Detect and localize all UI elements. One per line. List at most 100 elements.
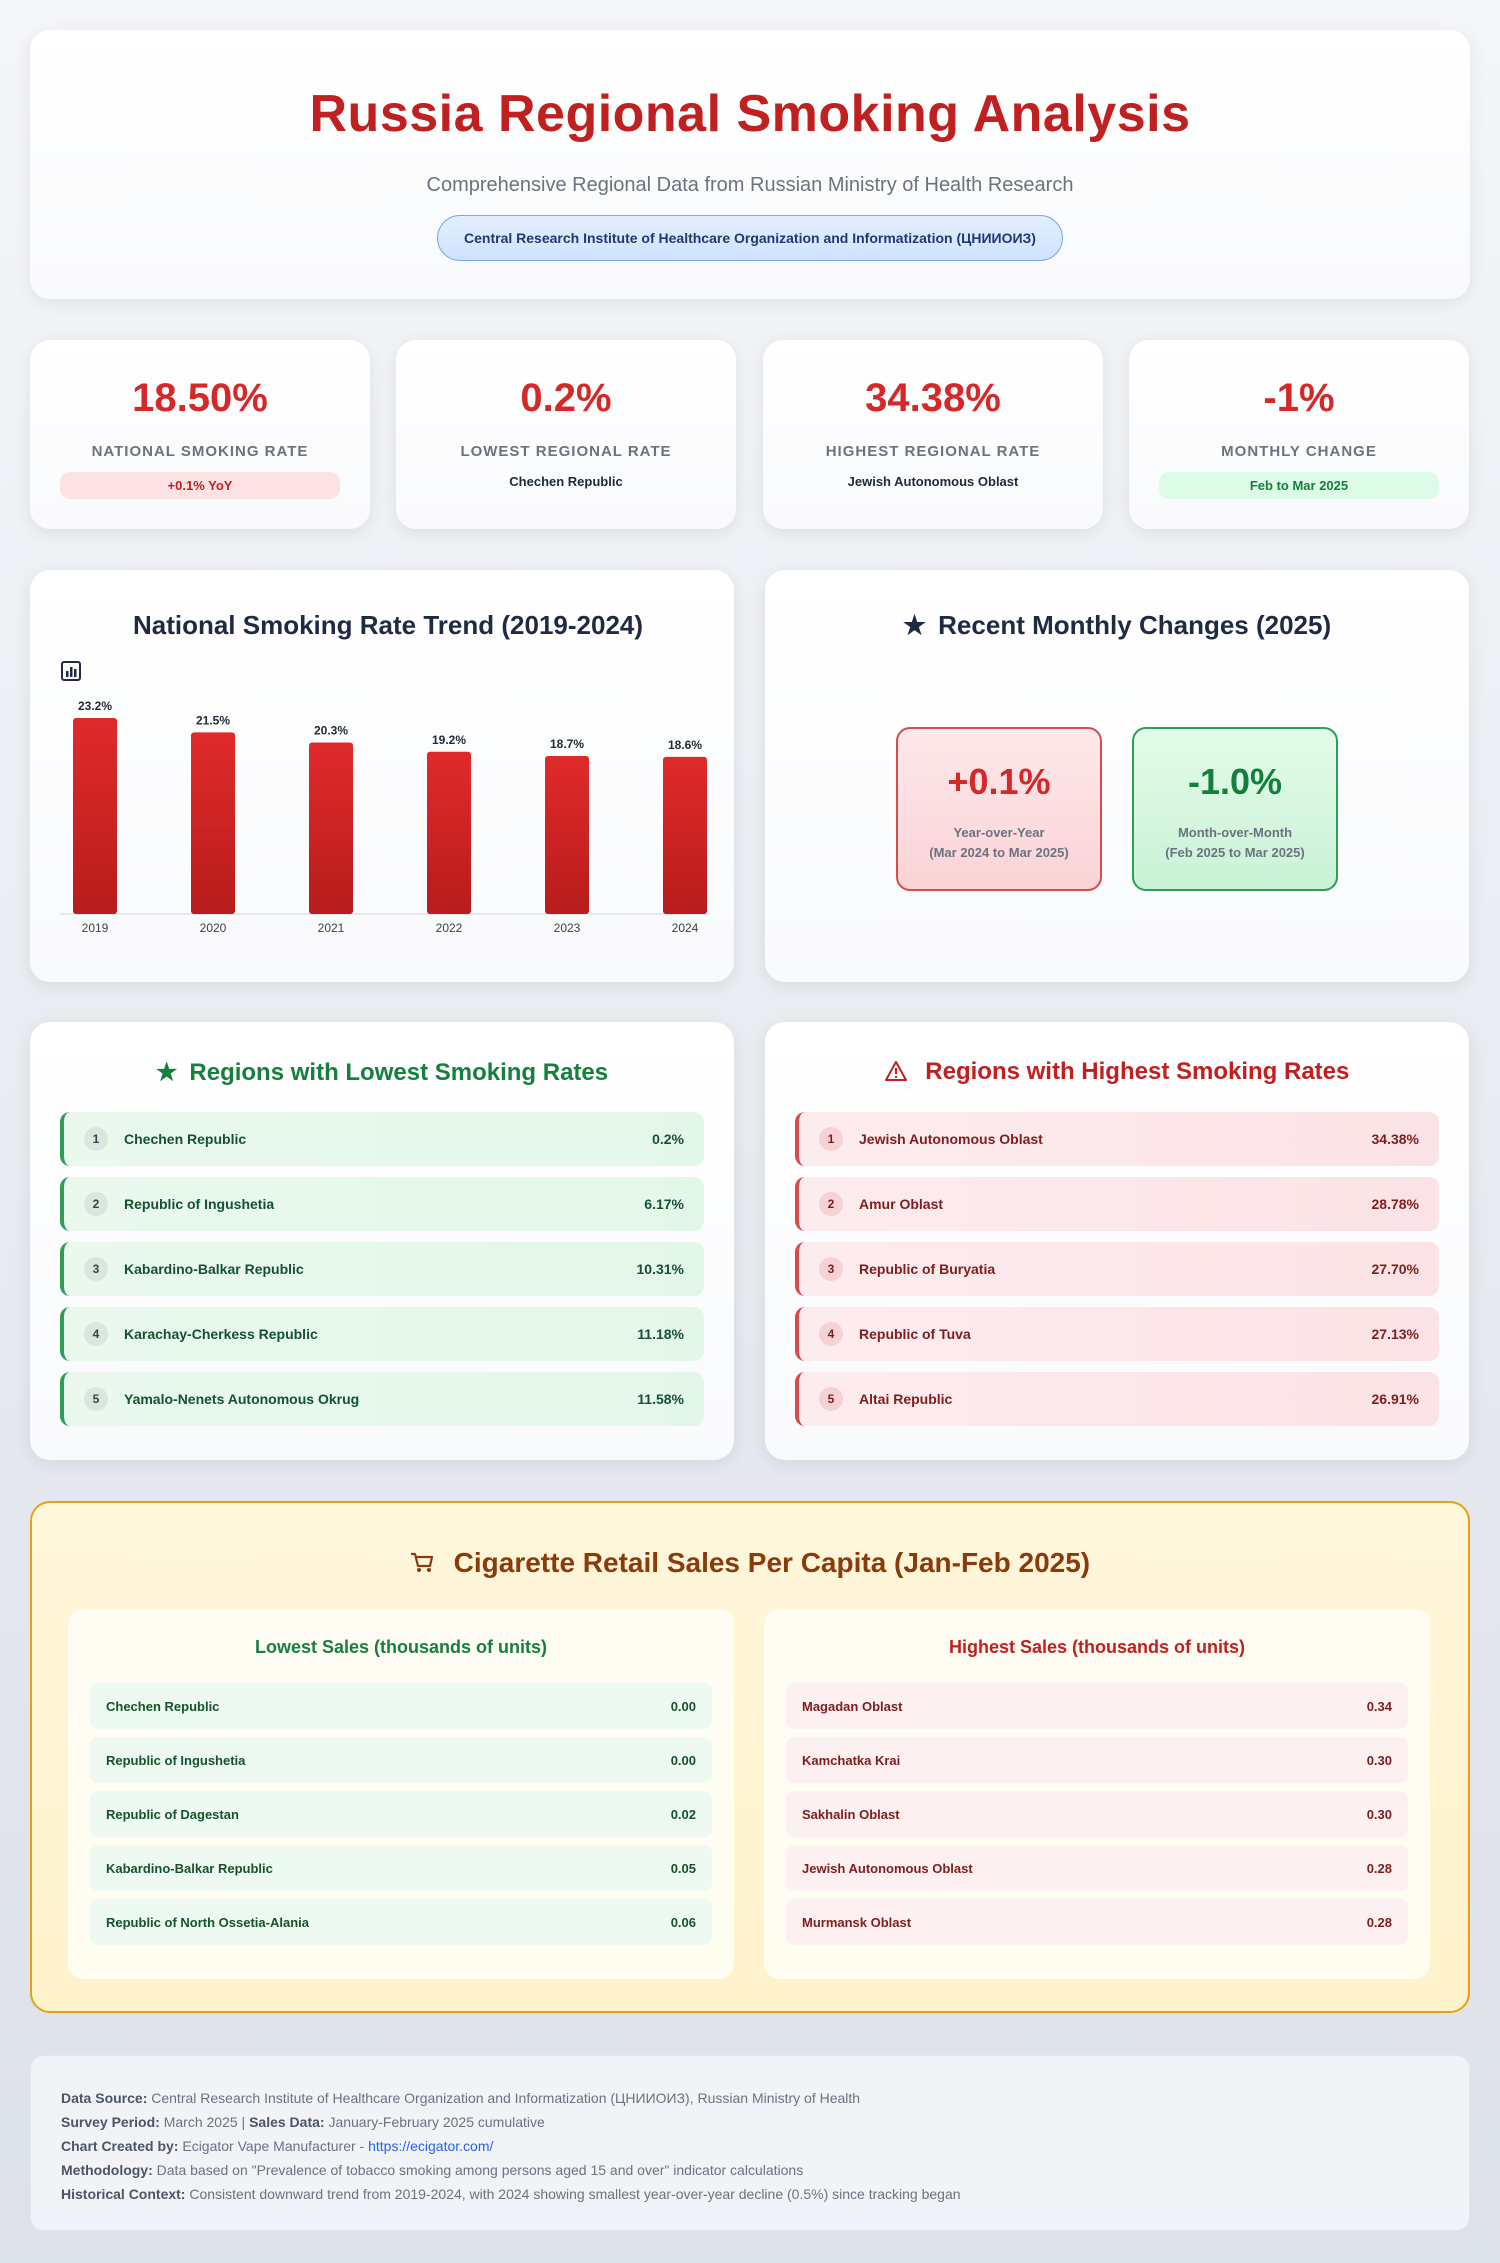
page-title: Russia Regional Smoking Analysis [309, 85, 1191, 143]
footer-label: Chart Created by: [61, 2138, 179, 2154]
lowest-sales-title: Lowest Sales (thousands of units) [254, 1637, 548, 1657]
stat-value: 0.2% [520, 376, 612, 420]
rank-badge: 2 [819, 1192, 843, 1216]
list-item: 4 Karachay-Cherkess Republic 11.18% [60, 1307, 704, 1361]
region-name: Republic of Ingushetia [106, 1752, 246, 1768]
yoy-pill: +0.1% YoY [60, 472, 340, 499]
region-name: Republic of Tuva [859, 1326, 971, 1342]
highest-regions-card: Regions with Highest Smoking Rates 1 Jewi… [765, 1022, 1469, 1460]
region-name: Kamchatka Krai [802, 1752, 901, 1768]
rank-badge: 5 [819, 1387, 843, 1411]
sales-value: 0.05 [670, 1860, 696, 1876]
mom-box: -1.0% Month-over-Month (Feb 2025 to Mar … [1132, 727, 1338, 891]
monthly-card: ★ Recent Monthly Changes (2025) +0.1% Yea… [765, 570, 1469, 982]
bar-2024 [663, 756, 707, 914]
data-label: 20.3% [314, 724, 348, 738]
rank-badge: 1 [819, 1127, 843, 1151]
list-item: 2 Republic of Ingushetia 6.17% [60, 1177, 704, 1231]
highest-sales-list: Magadan Oblast 0.34 Kamchatka Krai 0.30 Sa… [786, 1683, 1408, 1953]
footer-label: Methodology: [61, 2162, 153, 2178]
region-name: Kabardino-Balkar Republic [124, 1261, 304, 1277]
lowest-title-text: Regions with Lowest Smoking Rates [189, 1059, 609, 1086]
sales-card: Cigarette Retail Sales Per Capita (Jan-F… [30, 1501, 1470, 2013]
x-tick-label: 2021 [318, 921, 345, 935]
stat-region: Jewish Autonomous Oblast [847, 474, 1019, 489]
list-item: Republic of Dagestan 0.02 [90, 1791, 712, 1837]
sales-value: 0.06 [670, 1914, 696, 1930]
list-item: 5 Altai Republic 26.91% [795, 1372, 1439, 1426]
star-icon: ★ [155, 1059, 178, 1086]
rank-badge: 4 [819, 1322, 843, 1346]
list-item: 2 Amur Oblast 28.78% [795, 1177, 1439, 1231]
sales-value: 0.02 [670, 1806, 696, 1822]
region-name: Jewish Autonomous Oblast [859, 1131, 1043, 1147]
rank-badge: 3 [819, 1257, 843, 1281]
sales-value: 0.28 [1366, 1914, 1392, 1930]
rank-badge: 2 [84, 1192, 108, 1216]
region-rate: 10.31% [636, 1261, 684, 1277]
source-badge: Central Research Institute of Healthcare… [437, 215, 1063, 261]
monthly-title: ★ Recent Monthly Changes (2025) [765, 610, 1469, 641]
data-label: 18.7% [550, 737, 584, 751]
x-tick-label: 2019 [82, 921, 109, 935]
data-label: 23.2% [78, 699, 112, 713]
footer-label: Historical Context: [61, 2186, 186, 2202]
footer: Data Source: Central Research Institute … [30, 2055, 1470, 2231]
list-item: 4 Republic of Tuva 27.13% [795, 1307, 1439, 1361]
region-name: Republic of North Ossetia-Alania [106, 1914, 309, 1930]
region-rate: 11.58% [637, 1391, 684, 1407]
lowest-sales-list: Chechen Republic 0.00 Republic of Ingushe… [90, 1683, 712, 1953]
lowest-regions-title: ★ Regions with Lowest Smoking Rates [30, 1058, 734, 1087]
stat-value: 18.50% [132, 376, 268, 420]
stat-card-monthly: -1% Monthly Change Feb to Mar 2025 [1129, 340, 1469, 529]
bar-2020 [191, 732, 235, 914]
footer-history: Historical Context: Consistent downward … [61, 2182, 1439, 2206]
highest-regions-list: 1 Jewish Autonomous Oblast 34.38% 2 Amur Ob… [795, 1112, 1439, 1437]
region-name: Jewish Autonomous Oblast [802, 1860, 973, 1876]
region-name: Republic of Ingushetia [124, 1196, 275, 1212]
region-rate: 26.91% [1371, 1391, 1419, 1407]
trend-chart: 23.2% 2019 21.5% 2020 20.3% 2021 19.2% 2022 18.7… [60, 699, 710, 935]
lowest-sales-panel: Lowest Sales (thousands of units) Cheche… [68, 1609, 734, 1979]
yoy-box: +0.1% Year-over-Year (Mar 2024 to Mar 20… [896, 727, 1102, 891]
lowest-regions-card: ★ Regions with Lowest Smoking Rates 1 Chec… [30, 1022, 734, 1460]
region-name: Kabardino-Balkar Republic [106, 1860, 273, 1876]
lowest-regions-list: 1 Chechen Republic 0.2% 2 Republic of Ingus… [60, 1112, 704, 1437]
bar-2023 [545, 756, 589, 914]
mom-label: Month-over-Month (Feb 2025 to Mar 2025) [1134, 823, 1336, 863]
region-name: Sakhalin Oblast [802, 1806, 900, 1822]
stat-region: Chechen Republic [509, 474, 623, 489]
stat-label: Lowest Regional Rate [460, 443, 672, 460]
x-tick-label: 2020 [200, 921, 227, 935]
data-label: 19.2% [432, 733, 466, 747]
sales-title-text: Cigarette Retail Sales Per Capita (Jan-F… [453, 1547, 1091, 1578]
stat-card-lowest: 0.2% Lowest Regional Rate Chechen Republ… [396, 340, 736, 529]
yoy-value: +0.1% [947, 761, 1051, 802]
footer-created: Chart Created by: Ecigator Vape Manufact… [61, 2134, 1439, 2158]
sales-value: 0.34 [1366, 1698, 1392, 1714]
list-item: Sakhalin Oblast 0.30 [786, 1791, 1408, 1837]
page-subtitle: Comprehensive Regional Data from Russian… [426, 174, 1074, 196]
footer-text: Consistent downward trend from 2019-2024… [189, 2186, 961, 2202]
mom-label-text: Month-over-Month [1177, 825, 1293, 840]
footer-text: Ecigator Vape Manufacturer - [182, 2138, 365, 2154]
list-item: Republic of North Ossetia-Alania 0.06 [90, 1899, 712, 1945]
highest-sales-panel: Highest Sales (thousands of units) Magad… [764, 1609, 1430, 1979]
region-name: Republic of Buryatia [859, 1261, 996, 1277]
data-label: 21.5% [196, 713, 230, 727]
sales-value: 0.00 [670, 1698, 696, 1714]
region-name: Yamalo-Nenets Autonomous Okrug [124, 1391, 360, 1407]
star-icon: ★ [902, 610, 927, 640]
trend-title-text: National Smoking Rate Trend (2019-2024) [132, 610, 644, 640]
x-tick-label: 2023 [554, 921, 581, 935]
region-rate: 0.2% [652, 1131, 684, 1147]
footer-survey: Survey Period: March 2025 | Sales Data: … [61, 2110, 1439, 2134]
sales-value: 0.00 [670, 1752, 696, 1768]
region-rate: 27.13% [1371, 1326, 1419, 1342]
footer-text: January-February 2025 cumulative [328, 2114, 545, 2130]
bar-2019 [73, 718, 117, 914]
ecigator-link[interactable]: https://ecigator.com/ [368, 2138, 494, 2154]
sales-value: 0.28 [1366, 1860, 1392, 1876]
rank-badge: 4 [84, 1322, 108, 1346]
list-item: 1 Chechen Republic 0.2% [60, 1112, 704, 1166]
